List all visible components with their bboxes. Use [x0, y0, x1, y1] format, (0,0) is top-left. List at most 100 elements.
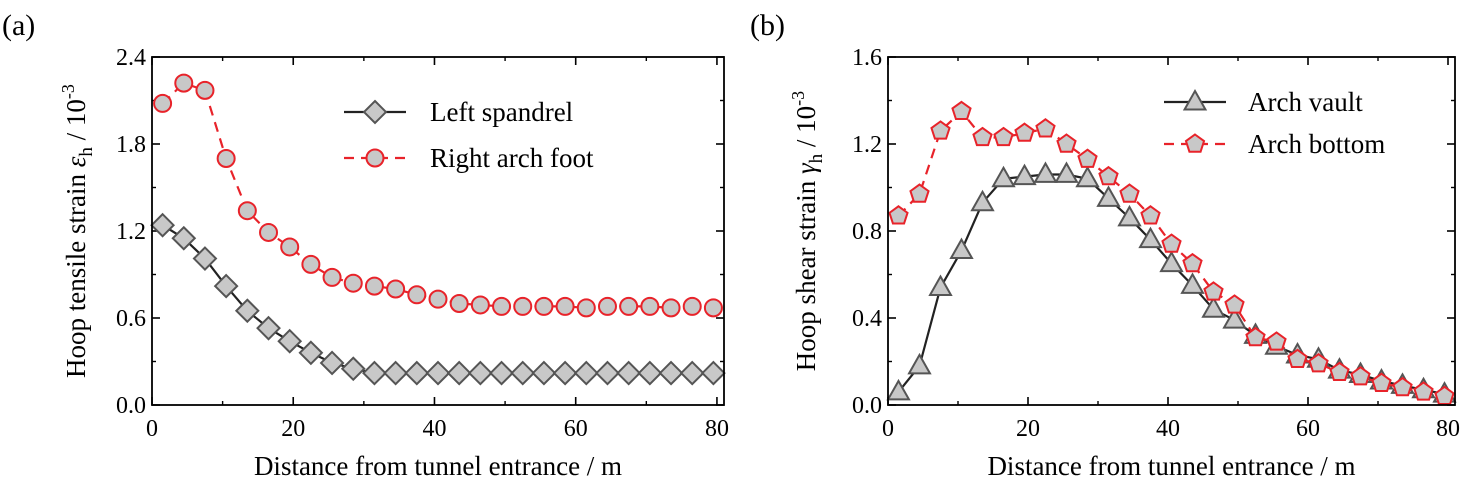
data-point — [637, 360, 663, 386]
y-axis-title: Hoop shear strain γh / 10-3 — [788, 91, 827, 371]
legend-label: Arch vault — [1248, 87, 1363, 117]
series-arch-vault — [886, 161, 1457, 403]
data-point — [1096, 185, 1121, 207]
data-point — [1117, 204, 1142, 227]
data-point — [991, 165, 1016, 188]
y-tick-label: 2.4 — [116, 45, 146, 71]
y-tick-label: 0.0 — [852, 393, 882, 419]
data-point — [949, 237, 974, 260]
y-axis-title-part: Hoop shear strain — [791, 174, 821, 371]
y-tick-label: 1.8 — [116, 132, 146, 158]
data-point — [640, 296, 660, 316]
data-point — [446, 360, 472, 386]
data-point — [195, 80, 215, 100]
y-axis-title-part: / 10 — [61, 99, 91, 147]
data-point — [301, 254, 321, 274]
data-point — [658, 360, 684, 386]
data-point — [428, 289, 448, 309]
data-point — [993, 126, 1014, 147]
data-point — [951, 100, 972, 121]
data-point — [404, 360, 430, 386]
data-point — [1140, 205, 1161, 225]
data-point — [280, 237, 300, 257]
x-tick-label: 20 — [1016, 416, 1040, 442]
data-point — [1077, 148, 1098, 168]
y-axis-title-part: ε — [61, 156, 91, 167]
data-point — [1371, 372, 1392, 392]
data-point — [1413, 381, 1434, 401]
x-tick-label: 0 — [882, 416, 894, 442]
data-point — [1035, 118, 1056, 138]
legend-label: Left spandrel — [430, 97, 573, 127]
x-axis-title: Distance from tunnel entrance / m — [987, 451, 1355, 481]
x-tick-label: 40 — [1156, 416, 1180, 442]
data-point — [1014, 122, 1035, 142]
legend-label: Right arch foot — [430, 143, 594, 173]
data-point — [322, 267, 342, 287]
x-tick-label: 60 — [564, 416, 588, 442]
series-right-arch-foot — [153, 73, 723, 318]
data-point — [1075, 165, 1100, 188]
data-point — [534, 296, 554, 316]
plot-frame — [887, 56, 1456, 406]
plot-frame — [151, 56, 725, 406]
data-point — [682, 296, 702, 316]
y-tick-label: 1.6 — [852, 45, 882, 71]
y-axis-title-part: -3 — [58, 84, 78, 99]
data-point — [1350, 365, 1371, 386]
data-point — [1392, 376, 1413, 397]
data-point — [555, 296, 575, 316]
x-tick-label: 80 — [1436, 416, 1460, 442]
data-point — [1245, 326, 1266, 347]
data-point — [909, 183, 930, 203]
y-axis-title-part: Hoop tensile strain — [61, 167, 91, 378]
data-point — [531, 360, 557, 386]
data-point — [489, 360, 514, 386]
series-left-spandrel — [150, 212, 726, 386]
data-point — [1308, 352, 1329, 373]
x-tick-label: 80 — [705, 416, 729, 442]
x-axis-title: Distance from tunnel entrance / m — [254, 451, 622, 481]
data-point — [277, 328, 303, 354]
legend-marker — [362, 99, 388, 125]
y-axis-title: Hoop tensile strain εh / 10-3 — [58, 84, 97, 378]
data-point — [1266, 331, 1287, 351]
data-point — [362, 360, 387, 386]
data-point — [1201, 296, 1226, 318]
data-point — [616, 360, 642, 386]
data-point — [595, 360, 620, 386]
data-point — [1138, 226, 1163, 249]
legend-label: Arch bottom — [1248, 129, 1385, 159]
data-point — [153, 93, 173, 113]
data-point — [1161, 233, 1182, 253]
y-axis-title-part: h — [806, 153, 827, 163]
data-point — [319, 350, 345, 376]
panel-label: (a) — [2, 9, 35, 42]
data-point — [888, 205, 909, 225]
data-point — [700, 360, 726, 386]
data-point — [1224, 294, 1245, 314]
data-point — [1012, 163, 1037, 186]
data-point — [237, 201, 257, 221]
legend: Left spandrel Right arch foot — [344, 97, 594, 173]
data-point — [449, 294, 469, 313]
data-point — [679, 360, 705, 386]
data-point — [597, 296, 617, 316]
data-point — [256, 315, 281, 341]
data-point — [1098, 165, 1119, 186]
data-point — [1434, 385, 1455, 405]
data-point — [192, 246, 218, 271]
data-point — [1119, 183, 1140, 203]
data-point — [1033, 161, 1058, 183]
chart-panel-a: (a) 0 20 40 60 80 0.0 0.6 1.2 1.8 2.4 Left spandrel… — [2, 9, 729, 481]
legend-marker — [365, 148, 385, 168]
data-point — [1329, 361, 1350, 382]
data-point — [150, 212, 176, 238]
data-point — [1203, 281, 1224, 301]
data-point — [576, 298, 596, 318]
y-tick-label: 0.0 — [116, 393, 146, 419]
data-point — [234, 298, 260, 324]
data-point — [886, 378, 911, 401]
